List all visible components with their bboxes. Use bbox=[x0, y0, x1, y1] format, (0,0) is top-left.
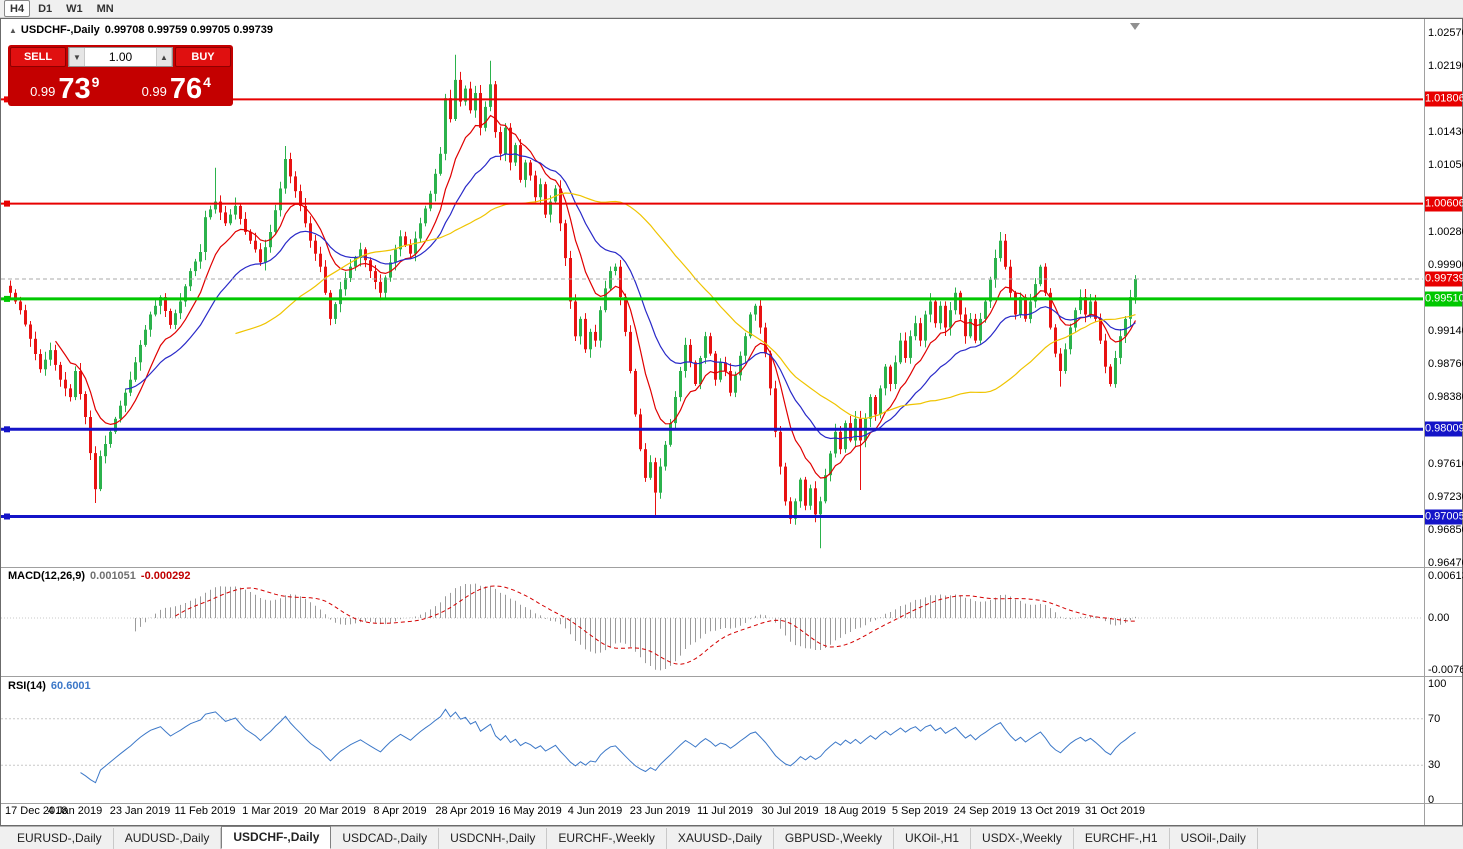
date-axis-label: 23 Jun 2019 bbox=[629, 805, 691, 817]
chart-symbol-label: USDCHF-,Daily bbox=[20, 24, 100, 36]
volume-input[interactable] bbox=[85, 48, 156, 66]
buy-price-big-digits: 76 bbox=[169, 73, 203, 105]
date-axis-label: 17 Dec 2018 bbox=[5, 805, 68, 817]
sell-price-big-digits: 73 bbox=[58, 73, 91, 105]
price-level-badge: 1.00606 bbox=[1425, 196, 1463, 212]
chart-tab[interactable]: USDCAD-,Daily bbox=[331, 828, 440, 849]
date-axis-label: 11 Jul 2019 bbox=[696, 805, 754, 817]
chart-tab[interactable]: GBPUSD-,Weekly bbox=[774, 828, 895, 849]
macd-main-value: 0.001051 bbox=[90, 570, 136, 582]
sell-price-display[interactable]: 0.99 73 9 bbox=[10, 69, 120, 104]
date-axis-label: 28 Apr 2019 bbox=[435, 805, 495, 817]
chart-tab[interactable]: EURCHF-,H1 bbox=[1074, 828, 1170, 849]
rsi-axis-tick: 30 bbox=[1428, 759, 1441, 772]
buy-button[interactable]: BUY bbox=[175, 47, 231, 67]
chart-title: ▲ USDCHF-,Daily 0.99708 0.99759 0.99705 0.… bbox=[9, 24, 273, 36]
date-axis-label: 30 Jul 2019 bbox=[761, 805, 819, 817]
price-level-badge: 0.99510 bbox=[1425, 291, 1463, 307]
sell-price-prefix: 0.99 bbox=[30, 84, 56, 99]
date-axis-label: 20 Mar 2019 bbox=[304, 805, 366, 817]
chart-tab[interactable]: EURUSD-,Daily bbox=[6, 828, 114, 849]
price-axis-tick: 1.01050 bbox=[1428, 159, 1463, 172]
macd-indicator-label: MACD(12,26,9) 0.001051 -0.000292 bbox=[8, 570, 190, 582]
date-axis-label: 18 Aug 2019 bbox=[824, 805, 886, 817]
price-axis-tick: 0.96470 bbox=[1428, 557, 1463, 569]
date-axis-label: 13 Oct 2019 bbox=[1020, 805, 1080, 817]
rsi-axis-tick: 70 bbox=[1428, 712, 1441, 725]
macd-axis-tick: 0.00613 bbox=[1428, 570, 1463, 582]
collapse-panel-icon[interactable]: ▲ bbox=[9, 26, 17, 35]
rsi-value: 60.6001 bbox=[50, 680, 91, 692]
date-axis-label: 11 Feb 2019 bbox=[174, 805, 236, 817]
rsi-indicator-label: RSI(14) 60.6001 bbox=[8, 680, 91, 692]
sell-price-pipette: 9 bbox=[91, 74, 100, 90]
price-axis-tick: 1.02190 bbox=[1428, 60, 1463, 73]
timeframe-toolbar: H4 D1 W1 MN bbox=[0, 0, 1463, 18]
macd-name: MACD(12,26,9) bbox=[8, 570, 86, 582]
date-axis-label: 1 Mar 2019 bbox=[242, 805, 298, 817]
date-axis-label: 24 Sep 2019 bbox=[953, 805, 1017, 817]
buy-price-prefix: 0.99 bbox=[141, 84, 167, 99]
date-axis-label: 23 Jan 2019 bbox=[109, 805, 171, 817]
price-axis-tick: 1.01430 bbox=[1428, 126, 1463, 139]
price-level-badge: 0.98009 bbox=[1425, 421, 1463, 437]
date-axis-label: 8 Apr 2019 bbox=[373, 805, 427, 817]
chart-tab[interactable]: EURCHF-,Weekly bbox=[547, 828, 667, 849]
buy-price-display[interactable]: 0.99 76 4 bbox=[122, 69, 232, 104]
date-axis-label: 31 Oct 2019 bbox=[1085, 805, 1145, 817]
volume-control: ▼ ▲ bbox=[68, 47, 173, 67]
rsi-axis-tick: 100 bbox=[1428, 678, 1447, 690]
buy-price-pipette: 4 bbox=[203, 74, 211, 90]
volume-decrease-button[interactable]: ▼ bbox=[69, 48, 85, 66]
current-price-badge: 0.99739 bbox=[1425, 271, 1463, 287]
rsi-name: RSI(14) bbox=[8, 680, 46, 692]
date-axis-label: 5 Sep 2019 bbox=[891, 805, 949, 817]
macd-signal-value: -0.000292 bbox=[140, 570, 191, 582]
timeframe-button-d1[interactable]: D1 bbox=[38, 2, 53, 15]
price-axis-tick: 1.02570 bbox=[1428, 27, 1463, 39]
chart-ohlc-values: 0.99708 0.99759 0.99705 0.99739 bbox=[104, 24, 273, 36]
timeframe-button-mn[interactable]: MN bbox=[96, 2, 114, 15]
chart-tab[interactable]: USDCHF-,Daily bbox=[221, 826, 332, 849]
chart-tab[interactable]: AUDUSD-,Daily bbox=[114, 828, 222, 849]
macd-axis-tick: 0.00 bbox=[1428, 612, 1450, 624]
price-level-badge: 1.01806 bbox=[1425, 91, 1463, 107]
date-axis-label: 4 Jan 2019 bbox=[47, 805, 103, 817]
chart-tab[interactable]: XAUUSD-,Daily bbox=[667, 828, 774, 849]
price-level-badge: 0.97005 bbox=[1425, 509, 1463, 525]
chart-tab-bar: EURUSD-,Daily AUDUSD-,Daily USDCHF-,Daily U… bbox=[0, 826, 1463, 849]
date-axis-label: 16 May 2019 bbox=[498, 805, 562, 817]
volume-increase-button[interactable]: ▲ bbox=[156, 48, 172, 66]
rsi-axis-tick: 0 bbox=[1428, 794, 1435, 806]
chart-tab[interactable]: UKOil-,H1 bbox=[894, 828, 972, 849]
timeframe-button-h4[interactable]: H4 bbox=[4, 0, 31, 17]
sell-button[interactable]: SELL bbox=[10, 47, 66, 67]
chart-tab[interactable]: USOil-,Daily bbox=[1170, 828, 1258, 849]
chart-tab[interactable]: USDCNH-,Daily bbox=[439, 828, 548, 849]
chart-tab[interactable]: USDX-,Weekly bbox=[971, 828, 1074, 849]
timeframe-button-w1[interactable]: W1 bbox=[66, 2, 83, 15]
date-axis-label: 4 Jun 2019 bbox=[567, 805, 623, 817]
